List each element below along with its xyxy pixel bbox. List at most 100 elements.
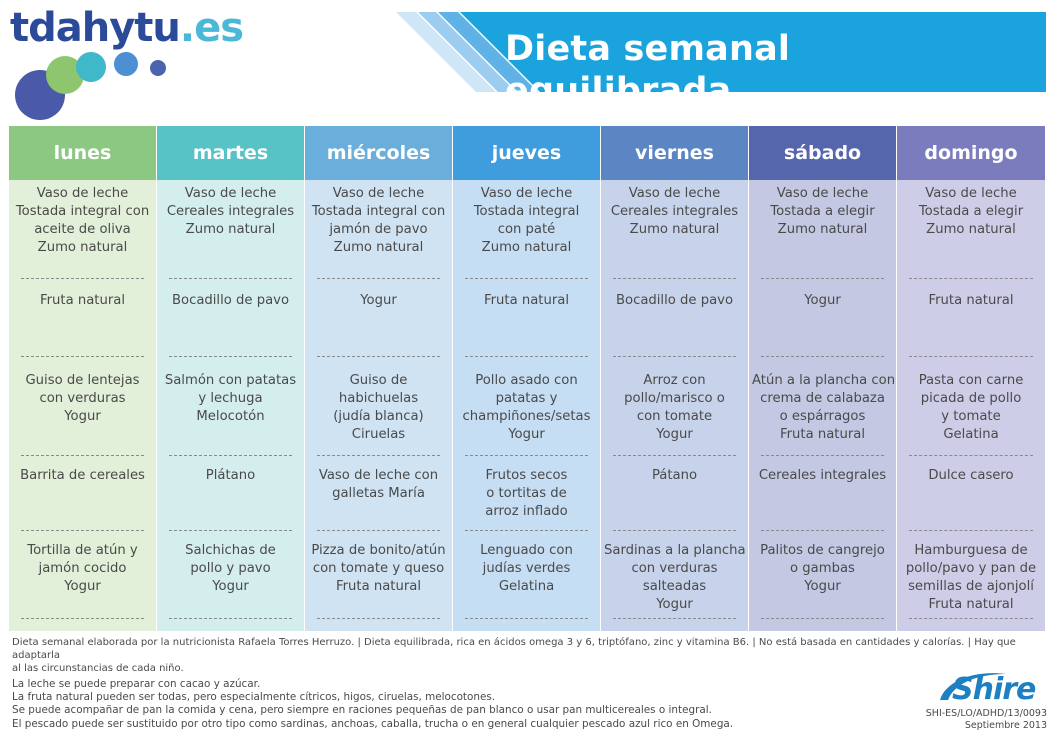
meal-cell: Vaso de leche Tostada integral con paté Zum… xyxy=(453,185,600,257)
meal-cell: Pasta con carne picada de pollo y tomate Ge… xyxy=(897,372,1045,444)
meal-separator xyxy=(169,278,292,279)
meal-cell: Vaso de leche Tostada a elegir Zumo natura… xyxy=(749,185,896,239)
day-header: sábado xyxy=(749,126,896,180)
meal-separator xyxy=(761,618,884,619)
meal-line: (judía blanca) xyxy=(333,409,424,424)
meal-cell: Vaso de leche Tostada integral con aceite … xyxy=(9,185,156,257)
meal-line: Vaso de leche xyxy=(776,186,869,201)
meal-line: Fruta natural xyxy=(40,293,125,308)
page-title: Dieta semanal equilibrada xyxy=(505,29,791,111)
meal-line: Guiso de xyxy=(349,373,408,388)
meal-cell: Lenguado con judías verdes Gelatina xyxy=(453,542,600,596)
meal-separator xyxy=(169,530,292,531)
meal-line: Pollo asado con xyxy=(475,373,578,388)
meal-cell: Vaso de leche Cereales integrales Zumo nat… xyxy=(157,185,304,239)
meal-separator xyxy=(317,455,440,456)
meal-cell: Salmón con patatas y lechuga Melocotón xyxy=(157,372,304,426)
meal-separator xyxy=(21,278,144,279)
meal-separator xyxy=(761,455,884,456)
meal-line: Vaso de leche xyxy=(332,186,425,201)
meal-line: Tostada a elegir xyxy=(770,204,875,219)
meal-separator xyxy=(761,530,884,531)
meal-separator xyxy=(317,618,440,619)
meal-cell: Vaso de leche Tostada a elegir Zumo natura… xyxy=(897,185,1045,239)
meal-cell: Dulce casero xyxy=(897,467,1045,485)
logo[interactable]: tdahytu.es xyxy=(10,4,244,122)
day-header: miércoles xyxy=(305,126,452,180)
meal-line: Guiso de lentejas xyxy=(25,373,140,388)
meal-line: con tomate xyxy=(636,409,713,424)
meal-separator xyxy=(465,455,588,456)
meal-separator xyxy=(909,530,1033,531)
meal-line: Fruta natural xyxy=(484,293,569,308)
meal-cell: Arroz con pollo/marisco o con tomate Yogur xyxy=(601,372,748,444)
meal-line: judías verdes xyxy=(482,561,571,576)
meal-line: con paté xyxy=(497,222,556,237)
day-meals: Vaso de leche Cereales integrales Zumo nat… xyxy=(157,180,304,631)
day-column: jueves Vaso de leche Tostada integral con p… xyxy=(453,126,601,631)
meal-cell: Fruta natural xyxy=(453,292,600,310)
meal-line: o tortitas de xyxy=(486,486,567,501)
day-meals: Vaso de leche Tostada integral con jamón d… xyxy=(305,180,452,631)
meal-line: Bocadillo de pavo xyxy=(171,293,290,308)
meal-line: Zumo natural xyxy=(185,222,276,237)
meal-line: Yogur xyxy=(212,579,249,594)
meal-line: Zumo natural xyxy=(629,222,720,237)
meal-separator xyxy=(169,455,292,456)
meal-line: Tortilla de atún y xyxy=(27,543,138,558)
title-banner xyxy=(396,12,1046,92)
meal-line: Yogur xyxy=(656,427,693,442)
logo-bubble-small xyxy=(150,60,166,76)
meal-line: Tostada integral con xyxy=(15,204,150,219)
meal-line: Yogur xyxy=(64,409,101,424)
meal-line: Tostada a elegir xyxy=(918,204,1024,219)
meal-line: Fruta natural xyxy=(928,293,1014,308)
meal-line: y tomate xyxy=(941,409,1001,424)
meal-cell: Guiso de lentejas con verduras Yogur xyxy=(9,372,156,426)
meal-line: champiñones/setas xyxy=(462,409,591,424)
meal-separator xyxy=(21,530,144,531)
shire-logo: Shire xyxy=(936,670,1048,710)
meal-separator xyxy=(909,618,1033,619)
meal-line: Bocadillo de pavo xyxy=(615,293,734,308)
meal-separator xyxy=(317,530,440,531)
meal-line: Yogur xyxy=(508,427,545,442)
meal-cell: Plátano xyxy=(157,467,304,485)
meal-line: o gambas xyxy=(790,561,855,576)
meal-line: Yogur xyxy=(804,579,841,594)
meal-separator xyxy=(613,530,736,531)
day-meals: Vaso de leche Tostada integral con paté Zum… xyxy=(453,180,600,631)
meal-line: Salchichas de xyxy=(185,543,276,558)
meal-line: con verduras xyxy=(39,391,126,406)
meal-cell: Guiso de habichuelas (judía blanca) Ciruela… xyxy=(305,372,452,444)
meal-separator xyxy=(465,278,588,279)
meal-cell: Cereales integrales xyxy=(749,467,896,485)
meal-cell: Salchichas de pollo y pavo Yogur xyxy=(157,542,304,596)
meal-cell: Barrita de cereales xyxy=(9,467,156,485)
meal-separator xyxy=(909,278,1033,279)
meal-line: patatas y xyxy=(495,391,558,406)
meal-cell: Hamburguesa de pollo/pavo y pan de semilla… xyxy=(897,542,1045,614)
meal-line: con verduras xyxy=(631,561,718,576)
meal-line: Pátano xyxy=(651,468,698,483)
meal-line: Yogur xyxy=(804,293,841,308)
meal-line: salteadas xyxy=(642,579,707,594)
footer-tips: La leche se puede preparar con cacao y a… xyxy=(12,678,872,731)
meal-line: Vaso de leche con xyxy=(318,468,439,483)
banner-stripes xyxy=(396,12,1046,92)
meal-line: o espárragos xyxy=(779,409,866,424)
meal-separator xyxy=(317,278,440,279)
meal-line: con tomate y queso xyxy=(312,561,445,576)
meal-line: pollo/pavo y pan de xyxy=(905,561,1037,576)
meal-separator xyxy=(909,455,1033,456)
meal-line: Fruta natural xyxy=(928,597,1014,612)
meal-cell: Pizza de bonito/atún con tomate y queso Fr… xyxy=(305,542,452,596)
meal-separator xyxy=(613,278,736,279)
meal-line: jamón cocido xyxy=(38,561,127,576)
tip-item: La fruta natural pueden ser todas, pero … xyxy=(12,691,496,704)
meal-line: Vaso de leche xyxy=(628,186,721,201)
meal-line: Fruta natural xyxy=(780,427,865,442)
meal-line: Cereales integrales xyxy=(758,468,887,483)
meal-line: aceite de oliva xyxy=(34,222,131,237)
day-meals: Vaso de leche Tostada integral con aceite … xyxy=(9,180,156,631)
